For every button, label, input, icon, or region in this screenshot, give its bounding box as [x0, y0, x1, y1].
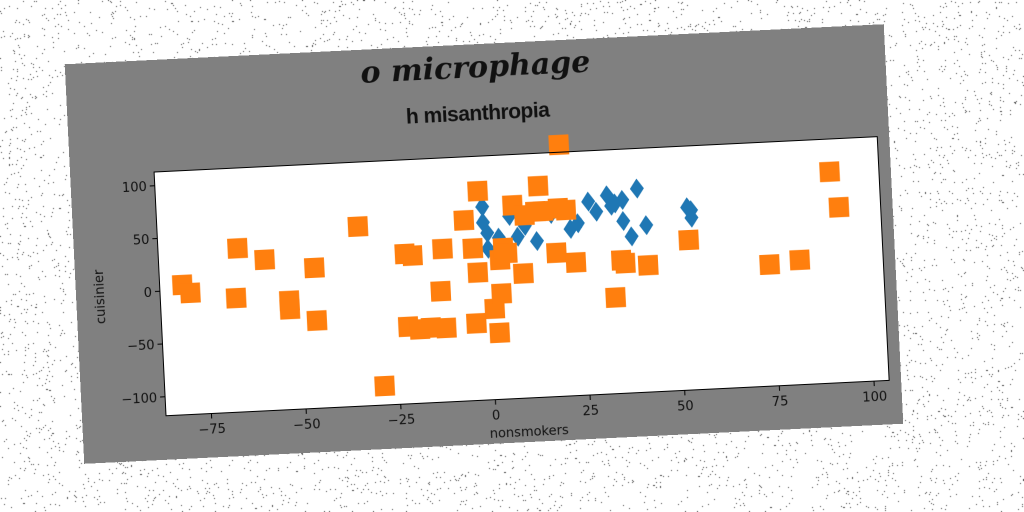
diamond-point [510, 226, 525, 247]
diamond-point [529, 231, 544, 252]
x-tick-label: −75 [198, 422, 226, 438]
square-point [819, 161, 841, 183]
square-point [614, 252, 636, 274]
square-point [828, 196, 850, 218]
square-point [453, 209, 475, 231]
square-point [430, 280, 452, 302]
diamond-point [624, 226, 639, 247]
x-tick-label: 100 [862, 389, 888, 405]
diamond-point [639, 215, 654, 236]
diamond-point [581, 191, 596, 212]
square-point [401, 245, 423, 267]
square-point [254, 249, 276, 271]
square-point [759, 254, 781, 276]
x-tick-label: 25 [582, 404, 599, 420]
square-point [466, 312, 487, 334]
square-point [227, 237, 248, 259]
y-tick-label: 100 [122, 180, 148, 196]
square-point [546, 242, 568, 264]
square-point [432, 238, 453, 260]
x-axis: −75 −50 −25 0 25 50 75 100 [198, 381, 888, 438]
square-point [565, 251, 587, 273]
square-point [374, 375, 396, 397]
y-tick-label: −100 [121, 391, 157, 408]
square-point [527, 175, 549, 197]
y-axis: −100 −50 0 50 100 [121, 180, 166, 408]
series-squares [171, 134, 850, 397]
square-point [179, 282, 201, 304]
y-tick-label: −50 [127, 338, 155, 354]
square-point [467, 180, 489, 202]
square-point [605, 287, 627, 308]
square-point [303, 257, 325, 279]
square-point [435, 317, 457, 339]
square-point [279, 298, 301, 320]
diamond-point [589, 201, 604, 222]
square-point [496, 242, 518, 264]
diamond-point [616, 211, 631, 231]
square-point [491, 283, 513, 305]
diamond-point [607, 193, 622, 214]
axes-frame [153, 136, 890, 417]
y-tick-label: 50 [133, 233, 150, 249]
diamond-point [480, 222, 495, 243]
square-point [678, 229, 700, 251]
diamond-point [563, 218, 578, 239]
square-point [462, 237, 484, 259]
square-point [512, 262, 534, 284]
square-point [789, 249, 811, 271]
square-point [306, 310, 328, 332]
x-tick-label: −25 [387, 413, 415, 429]
square-point [347, 216, 369, 238]
diamond-point [615, 189, 630, 210]
x-tick-label: 50 [677, 399, 694, 415]
x-tick-label: −50 [293, 417, 321, 433]
square-point [489, 322, 511, 344]
diamond-point [629, 178, 644, 199]
square-point [548, 134, 570, 156]
x-tick-label: 0 [492, 408, 501, 423]
figure: o microphage h misanthropia −75 −50 −25 0 25… [64, 24, 904, 464]
scatter-plot: −75 −50 −25 0 25 50 75 100 −100 −50 0 50 100 nonsmo… [92, 134, 890, 442]
square-point [555, 199, 577, 221]
square-point [467, 262, 489, 284]
x-axis-label: nonsmokers [489, 423, 569, 442]
square-point [637, 254, 659, 276]
square-point [225, 287, 247, 309]
y-tick-label: 0 [143, 286, 152, 301]
y-axis-label: cuisinier [92, 269, 110, 325]
x-tick-label: 75 [772, 394, 789, 410]
diamond-point [475, 196, 490, 217]
diamond-point [684, 207, 699, 228]
